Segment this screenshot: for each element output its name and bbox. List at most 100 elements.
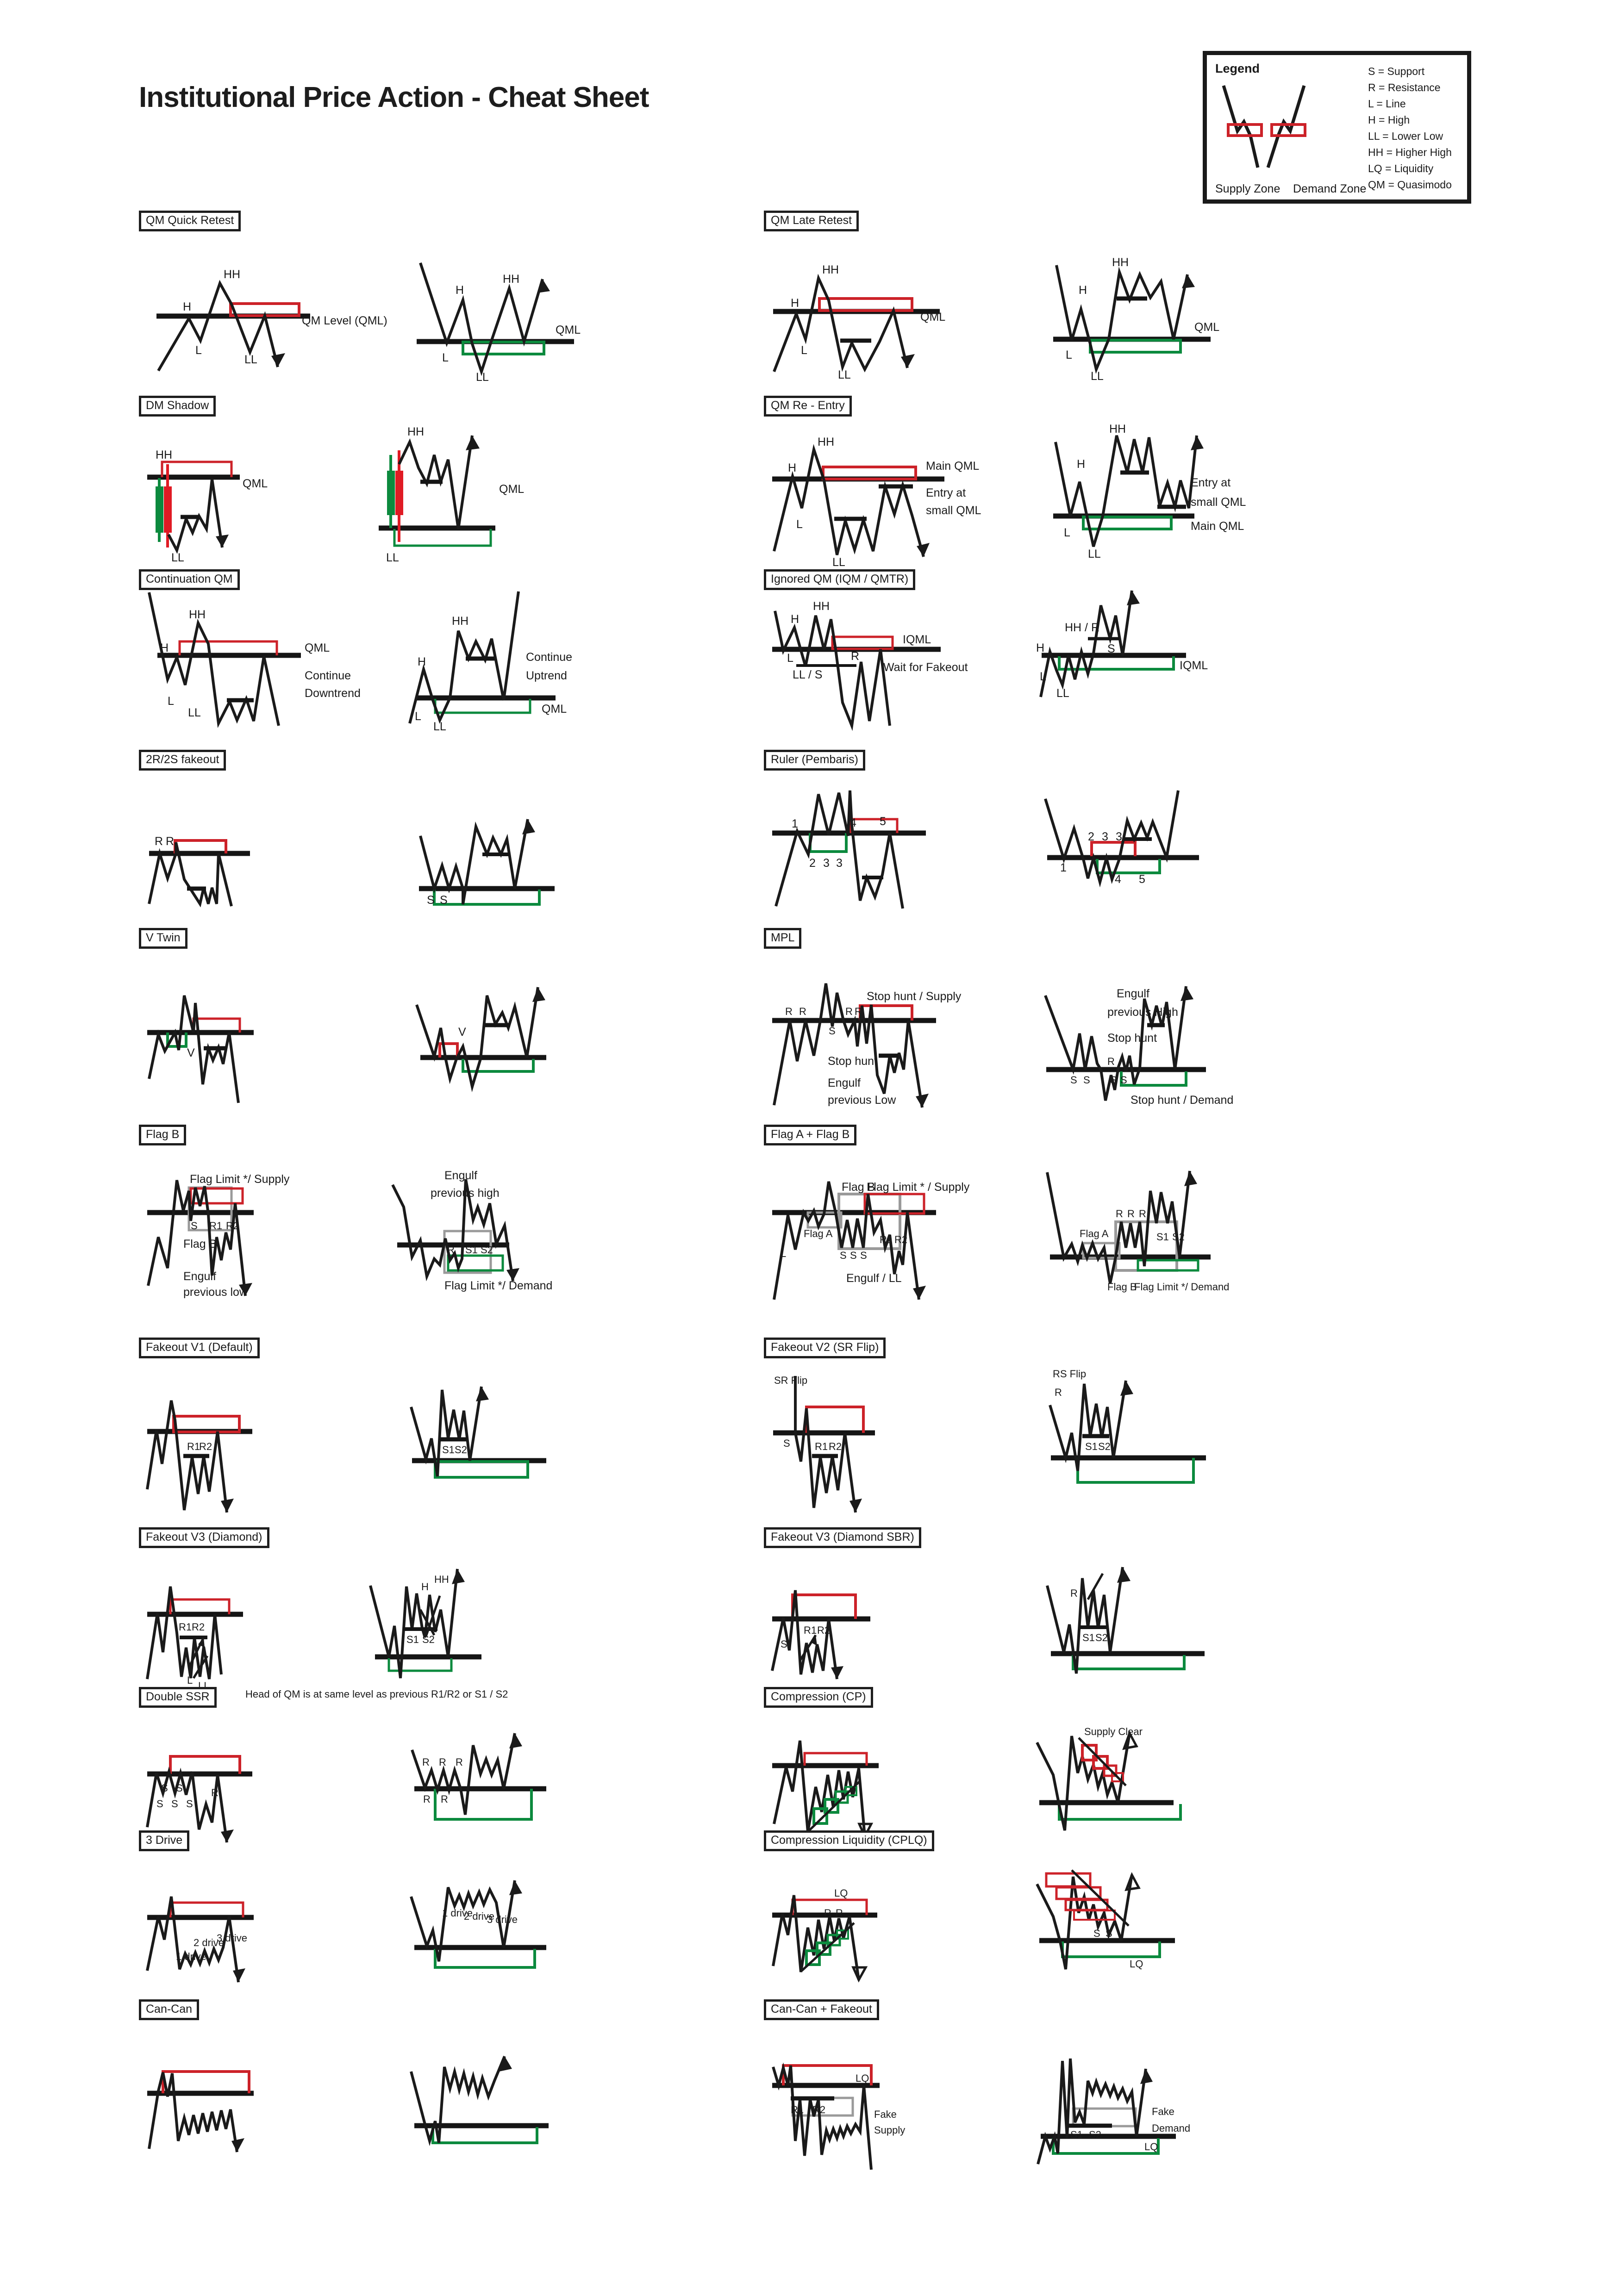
- pattern-diagram-pair: Flag A L Flag B Flag Limit * / Supply S …: [772, 1170, 1229, 1300]
- label-lq: LQ: [1144, 2141, 1158, 2153]
- section-dm-shadow: DM Shadow HH LL QML HH: [139, 396, 741, 564]
- label-flag-a: Flag A: [804, 1228, 833, 1239]
- label-stop-hunt: Stop hunt: [828, 1055, 877, 1068]
- label-supply-clear: Supply Clear: [1084, 1726, 1143, 1737]
- label-flag-b: Flag B: [842, 1181, 875, 1194]
- legend-abbr-ll: LL = Lower Low: [1368, 130, 1443, 142]
- section-title: 2R/2S fakeout: [139, 750, 226, 771]
- label-ll: LL: [188, 706, 201, 719]
- label-r2: R2: [817, 1624, 830, 1636]
- label-main-qml: Main QML: [1191, 520, 1244, 533]
- label-s: S: [783, 1437, 790, 1449]
- label-ll: LL: [171, 551, 184, 564]
- legend-abbr-h: H = High: [1368, 114, 1410, 126]
- label-wait-for-fakeout: Wait for Fakeout: [883, 661, 968, 674]
- label-h: H: [1077, 458, 1085, 471]
- bullish-pattern: S S R S S Engulf previous High Stop hunt…: [1044, 986, 1233, 1107]
- section-title: Continuation QM: [139, 569, 240, 590]
- label-ll: LL: [386, 551, 399, 564]
- label-s2: S2: [1095, 1632, 1108, 1643]
- label-stop-hunt-demand: Stop hunt / Demand: [1131, 1094, 1233, 1107]
- bullish-pattern: S S LQ: [1036, 1869, 1175, 1970]
- label-s: S: [191, 1220, 198, 1232]
- pattern-diagram-pair: R R S S: [148, 819, 555, 908]
- section-flag-b: Flag B S R1 R2 Flag Limit */ Supply Flag…: [139, 1125, 741, 1304]
- label-3b: 3: [1116, 830, 1122, 843]
- label-s2: S2: [1089, 2129, 1101, 2140]
- label-l: L: [415, 710, 421, 723]
- label-entry-at: Entry at: [926, 486, 966, 499]
- section-ruler-pembaris: Ruler (Pembaris) 1 2 3 3 4 5 1 2 3 3 4 5: [764, 750, 1421, 911]
- pattern-diagram-pair: HH LL QML HH LL QML: [147, 425, 524, 564]
- label-flag-a: Flag A: [1080, 1228, 1109, 1239]
- label-r2: R2: [192, 1621, 205, 1633]
- label-s-4: S: [171, 1798, 178, 1810]
- label-qml: QML: [1194, 321, 1219, 334]
- label-1: 1: [792, 817, 798, 830]
- label-hh: HH: [224, 268, 240, 281]
- label-l: L: [781, 1248, 786, 1259]
- label-s-1: S: [1093, 1928, 1100, 1939]
- label-s-3: S: [156, 1798, 163, 1810]
- label-demand: Demand: [1152, 2122, 1190, 2134]
- legend-abbr-qm: QM = Quasimodo: [1368, 179, 1452, 191]
- section-qm-re-entry: QM Re - Entry H HH L LL Main QML Entry a…: [764, 396, 1421, 569]
- label-previous-low: previous low: [183, 1286, 248, 1299]
- label-previous-high: previous high: [431, 1187, 500, 1200]
- label-hh: HH: [503, 273, 519, 286]
- bearish-pattern: 1 drive 2 drive 3 drive: [146, 1896, 254, 1983]
- label-qml: QM Level (QML): [302, 314, 387, 327]
- label-4: 4: [1115, 873, 1121, 886]
- bearish-pattern: S S S S S R: [146, 1755, 252, 1843]
- section-three-drive: 3 Drive 1 drive 2 drive 3 drive 1 drive …: [139, 1830, 741, 1987]
- bearish-pattern: 1 2 3 3 4 5: [772, 790, 926, 909]
- legend-abbr-hh: HH = Higher High: [1368, 146, 1452, 158]
- section-fakeout-v1: Fakeout V1 (Default) R1 R2 S1 S2: [139, 1338, 741, 1513]
- label-3-drive: 3 drive: [487, 1914, 518, 1925]
- section-title: QM Late Retest: [764, 211, 859, 231]
- bearish-pattern: R1 R2: [146, 1400, 252, 1513]
- label-v: V: [458, 1026, 466, 1039]
- label-s1: S1: [1070, 2129, 1083, 2140]
- label-sr-flip: SR Flip: [774, 1375, 807, 1386]
- bearish-pattern: [147, 2070, 254, 2153]
- label-previous-low: previous Low: [828, 1094, 896, 1107]
- pattern-diagram-pair: R1 R2 S R S1 S2: [771, 1567, 1205, 1680]
- label-stop-hunt-supply: Stop hunt / Supply: [867, 990, 962, 1003]
- label-h: H: [791, 297, 799, 310]
- label-1-drive: 1 drive: [176, 1951, 206, 1962]
- label-continue: Continue: [526, 651, 572, 664]
- label-s1: S1: [1156, 1231, 1169, 1243]
- label-flag-b: Flag B: [183, 1238, 217, 1251]
- label-h: H: [1036, 641, 1044, 654]
- candle-body-bearish: [395, 471, 403, 515]
- pattern-diagram-pair: 1 2 3 3 4 5 1 2 3 3 4 5: [772, 790, 1199, 909]
- pattern-diagram-pair: R1 R2 L LL S1 S2 H HH Head of QM is at s…: [146, 1568, 508, 1700]
- section-title: Fakeout V3 (Diamond SBR): [764, 1527, 921, 1548]
- section-title: QM Quick Retest: [139, 211, 241, 231]
- label-h: H: [421, 1581, 429, 1593]
- label-s: S: [781, 1638, 787, 1650]
- label-l: L: [195, 344, 202, 357]
- bullish-pattern: S S: [419, 819, 555, 907]
- section-mpl: MPL R R S R R Stop hunt / Supply Stop hu…: [764, 928, 1421, 1112]
- pattern-diagram-pair: LQ R R S S LQ: [772, 1869, 1175, 1983]
- label-2-drive: 2 drive: [194, 1937, 224, 1948]
- legend-title: Legend: [1215, 62, 1260, 75]
- label-flag-limit-demand: Flag Limit */ Demand: [1134, 1281, 1229, 1293]
- label-qml: QML: [243, 477, 268, 490]
- label-ll: LL: [1056, 687, 1069, 700]
- bearish-pattern: LQ R1 R2 Fake Supply: [772, 2062, 905, 2170]
- label-qml: QML: [305, 641, 330, 654]
- section-title: Ignored QM (IQM / QMTR): [764, 569, 916, 590]
- label-qml: QML: [542, 703, 567, 716]
- label-hh: HH: [156, 448, 172, 461]
- bullish-pattern: RS Flip R S1 S2: [1049, 1368, 1206, 1484]
- label-r-1: R: [1116, 1208, 1123, 1220]
- label-flag-limit-demand: Flag Limit */ Demand: [444, 1279, 552, 1292]
- section-title: Fakeout V1 (Default): [139, 1338, 260, 1358]
- section-can-can: Can-Can: [139, 1999, 741, 2156]
- label-r-1: R: [422, 1756, 430, 1768]
- label-1-drive: 1 drive: [442, 1907, 473, 1919]
- label-uptrend: Uptrend: [526, 669, 567, 682]
